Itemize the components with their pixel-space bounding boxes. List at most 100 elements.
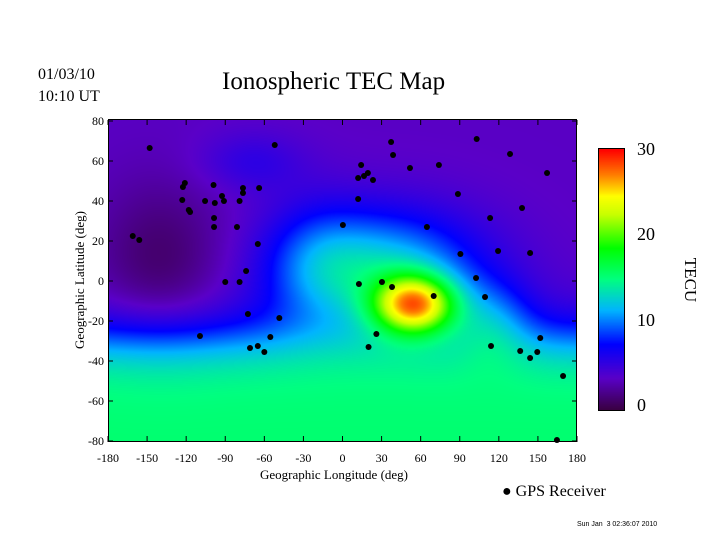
gps-receiver-point [218,193,225,199]
gps-receiver-point [239,185,246,191]
gps-receiver-point [187,209,194,215]
gps-receiver-point [553,437,560,443]
gps-receiver-point [527,355,534,361]
colorbar [598,148,625,411]
gps-receiver-point [435,162,442,168]
gps-receiver-point [239,190,246,196]
colorbar-tick-label: 20 [637,224,655,245]
y-axis-label: Geographic Latitude (deg) [72,211,87,349]
gps-receiver-point [276,315,283,321]
date-label: 01/03/10 [38,66,95,83]
gps-receiver-point [211,224,218,230]
gps-receiver-point [247,345,254,351]
gps-receiver-point [482,294,489,300]
x-tick-label: 60 [415,451,427,465]
gps-receiver-point [339,222,346,228]
gps-receiver-point [487,215,494,221]
gps-receiver-point [202,198,209,204]
colorbar-label: TECU [681,257,700,303]
legend-marker-icon: ● [502,483,512,500]
gps-receiver-point [244,311,251,317]
gps-receiver-point [560,373,567,379]
gps-receiver-point [365,344,372,350]
gps-receiver-point [527,250,534,256]
y-tick-label: -40 [88,354,104,368]
gps-receiver-point [196,333,203,339]
gps-receiver-point [373,331,380,337]
x-axis-label: Geographic Longitude (deg) [260,467,409,482]
gps-receiver-point [254,241,261,247]
legend-label: GPS Receiver [515,483,606,500]
gps-receiver-point [243,268,250,274]
y-tick-label: 40 [92,194,104,208]
gps-receiver-point [129,233,136,239]
gps-receiver-point [430,293,437,299]
gps-receiver-point [519,205,526,211]
gps-receiver-point [406,165,413,171]
gps-receiver-point [517,348,524,354]
gps-receiver-point [220,198,227,204]
gps-receiver-point [423,224,430,230]
gps-receiver-point [495,248,502,254]
gps-receiver-point [454,191,461,197]
x-tick-label: -120 [175,451,197,465]
gps-receiver-point [388,139,395,145]
x-tick-label: 0 [340,451,346,465]
x-tick-label: -30 [295,451,311,465]
gps-receiver-point [261,349,268,355]
gps-receiver-point [236,198,243,204]
colorbar-tick-label: 10 [637,309,655,330]
y-tick-label: -20 [88,314,104,328]
x-tick-label: -150 [136,451,158,465]
x-tick-label: 30 [376,451,388,465]
gps-receiver-point [544,170,551,176]
gps-receiver-point [364,170,371,176]
y-tick-label: 0 [98,274,104,288]
gps-receiver-point [390,152,397,158]
x-tick-label: -180 [97,451,119,465]
gps-receiver-point [389,284,396,290]
generation-timestamp: Sun Jan 3 02:36:07 2010 [577,521,658,528]
x-tick-label: 90 [454,451,466,465]
gps-receiver-point [136,237,143,243]
gps-receiver-point [473,275,480,281]
gps-receiver-point [210,182,217,188]
gps-receiver-point [369,177,376,183]
legend: ● GPS Receiver [502,483,606,501]
gps-receiver-point [271,142,278,148]
y-tick-label: 20 [92,234,104,248]
gps-receiver-point [233,224,240,230]
gps-receiver-point [355,281,362,287]
gps-receiver-point [378,279,385,285]
gps-receiver-point [236,279,243,285]
x-tick-label: 150 [529,451,547,465]
gps-receiver-point [355,196,362,202]
y-tick-label: -60 [88,394,104,408]
x-tick-label: -90 [217,451,233,465]
y-tick-label: 80 [92,114,104,128]
chart-title: Ionospheric TEC Map [222,68,446,95]
date-time-label: 01/03/10 10:10 UT [38,64,100,108]
tec-heatmap [108,119,577,442]
y-tick-label: 60 [92,154,104,168]
colorbar-tick-label: 30 [637,139,655,159]
gps-receiver-point [267,334,274,340]
gps-receiver-point [211,215,218,221]
colorbar-tick-label: 0 [637,395,646,415]
gps-receiver-point [146,145,153,151]
gps-receiver-point [457,251,464,257]
gps-receiver-point [488,343,495,349]
gps-receiver-point [358,162,365,168]
gps-receiver-point [222,279,229,285]
gps-receiver-point [179,184,186,190]
gps-receiver-point [507,151,514,157]
x-tick-label: 120 [490,451,508,465]
gps-receiver-point [534,349,541,355]
time-label: 10:10 UT [38,88,100,105]
gps-receiver-point [254,343,261,349]
gps-receiver-point [211,200,218,206]
gps-receiver-point [473,136,480,142]
gps-receiver-point [256,185,263,191]
